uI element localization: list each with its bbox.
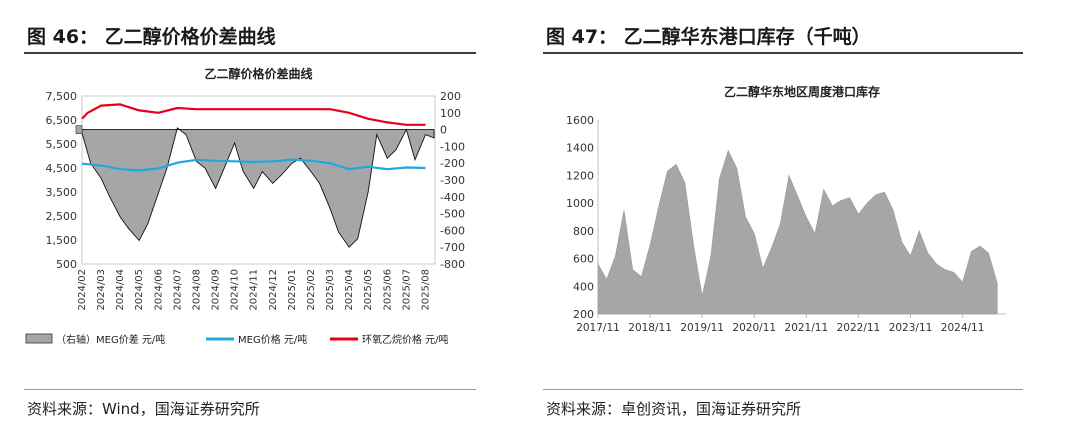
meg-price-spread-chart: 乙二醇价格价差曲线 500 1,500 2,500 3,500 4,500 5,500 6,5… <box>25 66 465 346</box>
eo-price-line <box>81 103 426 126</box>
meg-price-line <box>81 158 426 172</box>
right-y-tick-label: -600 <box>440 224 465 237</box>
x-tick-label: 2025/05 <box>363 269 374 311</box>
meg-spread-area <box>81 127 435 248</box>
x-tick-label: 2024/05 <box>134 269 145 311</box>
chart-title: 乙二醇华东地区周度港口库存 <box>724 84 880 99</box>
x-tick-label: 2025/08 <box>420 269 431 311</box>
right-y-tick-label: -100 <box>440 140 465 153</box>
right-y-tick-label: -400 <box>440 191 465 204</box>
left-source-rule <box>24 389 476 390</box>
legend-swatch-spread <box>25 333 53 344</box>
meg-port-inventory-chart: 乙二醇华东地区周度港口库存 200 400 600 800 1000 1200 1400 160… <box>566 84 1006 334</box>
right-y-tick-label: -700 <box>440 241 465 254</box>
y-tick-label: 1600 <box>566 114 594 127</box>
right-y-tick-label: -200 <box>440 157 465 170</box>
y-tick-label: 800 <box>573 225 594 238</box>
left-y-tick-label: 7,500 <box>46 90 78 103</box>
y-tick-label: 400 <box>573 280 594 293</box>
inventory-area <box>597 149 998 315</box>
x-tick-label: 2025/01 <box>287 269 298 311</box>
right-y-tick-label: 200 <box>440 90 461 103</box>
right-figure-title: 图 47： 乙二醇华东港口库存（千吨） <box>546 26 871 48</box>
legend-label-meg-price: MEG价格 元/吨 <box>238 333 307 346</box>
x-tick-label: 2025/02 <box>306 269 317 311</box>
y-tick-label: 1000 <box>566 197 594 210</box>
x-tick-label: 2024/06 <box>153 269 164 311</box>
x-tick-label: 2024/09 <box>211 269 222 311</box>
x-tick-label: 2017/11 <box>576 322 620 334</box>
right-y-tick-label: 100 <box>440 107 461 120</box>
right-y-tick-label: -300 <box>440 174 465 187</box>
x-tick-label: 2018/11 <box>628 322 672 334</box>
x-tick-label: 2020/11 <box>732 322 776 334</box>
y-tick-label: 1400 <box>566 142 594 155</box>
legend-label-spread: （右轴）MEG价差 元/吨 <box>56 333 165 346</box>
x-tick-label: 2024/11 <box>941 322 985 334</box>
x-tick-label: 2024/02 <box>77 269 88 311</box>
y-tick-label: 600 <box>573 253 594 266</box>
left-y-tick-label: 4,500 <box>46 162 78 175</box>
y-tick-label: 1200 <box>566 169 594 182</box>
x-tick-label: 2024/12 <box>268 269 279 311</box>
right-source: 资料来源：卓创资讯，国海证券研究所 <box>546 400 802 418</box>
left-y-tick-label: 3,500 <box>46 186 78 199</box>
y-tick-label: 200 <box>573 308 594 321</box>
right-source-rule <box>543 389 1023 390</box>
right-y-tick-label: -500 <box>440 208 465 221</box>
x-tick-label: 2022/11 <box>837 322 881 334</box>
left-y-tick-label: 500 <box>56 258 77 271</box>
x-tick-label: 2024/03 <box>96 269 107 311</box>
left-y-tick-label: 2,500 <box>46 210 78 223</box>
x-tick-label: 2023/11 <box>889 322 933 334</box>
x-tick-label: 2024/11 <box>249 269 260 311</box>
right-y-tick-label: -800 <box>440 258 465 271</box>
chart-title: 乙二醇价格价差曲线 <box>204 66 312 81</box>
left-title-rule <box>24 52 476 54</box>
x-tick-label: 2025/06 <box>382 269 393 311</box>
left-figure-title: 图 46： 乙二醇价格价差曲线 <box>27 26 276 48</box>
left-y-tick-label: 1,500 <box>46 234 78 247</box>
right-y-tick-label: 0 <box>440 124 447 137</box>
x-tick-label: 2025/04 <box>344 269 355 311</box>
right-title-rule <box>543 52 1023 54</box>
left-source: 资料来源：Wind，国海证券研究所 <box>27 400 260 418</box>
plot-frame <box>81 95 436 265</box>
legend-label-eo-price: 环氧乙烷价格 元/吨 <box>362 333 449 346</box>
x-tick-label: 2021/11 <box>785 322 829 334</box>
left-axis-marker <box>75 125 83 134</box>
x-tick-label: 2024/10 <box>230 269 241 311</box>
x-tick-label: 2025/03 <box>325 269 336 311</box>
x-tick-label: 2024/04 <box>115 269 126 311</box>
x-tick-label: 2024/07 <box>172 269 183 311</box>
left-y-tick-label: 5,500 <box>46 138 78 151</box>
left-y-tick-label: 6,500 <box>46 114 78 127</box>
x-tick-label: 2024/08 <box>191 269 202 311</box>
x-tick-label: 2025/07 <box>401 269 412 311</box>
x-tick-label: 2019/11 <box>680 322 724 334</box>
